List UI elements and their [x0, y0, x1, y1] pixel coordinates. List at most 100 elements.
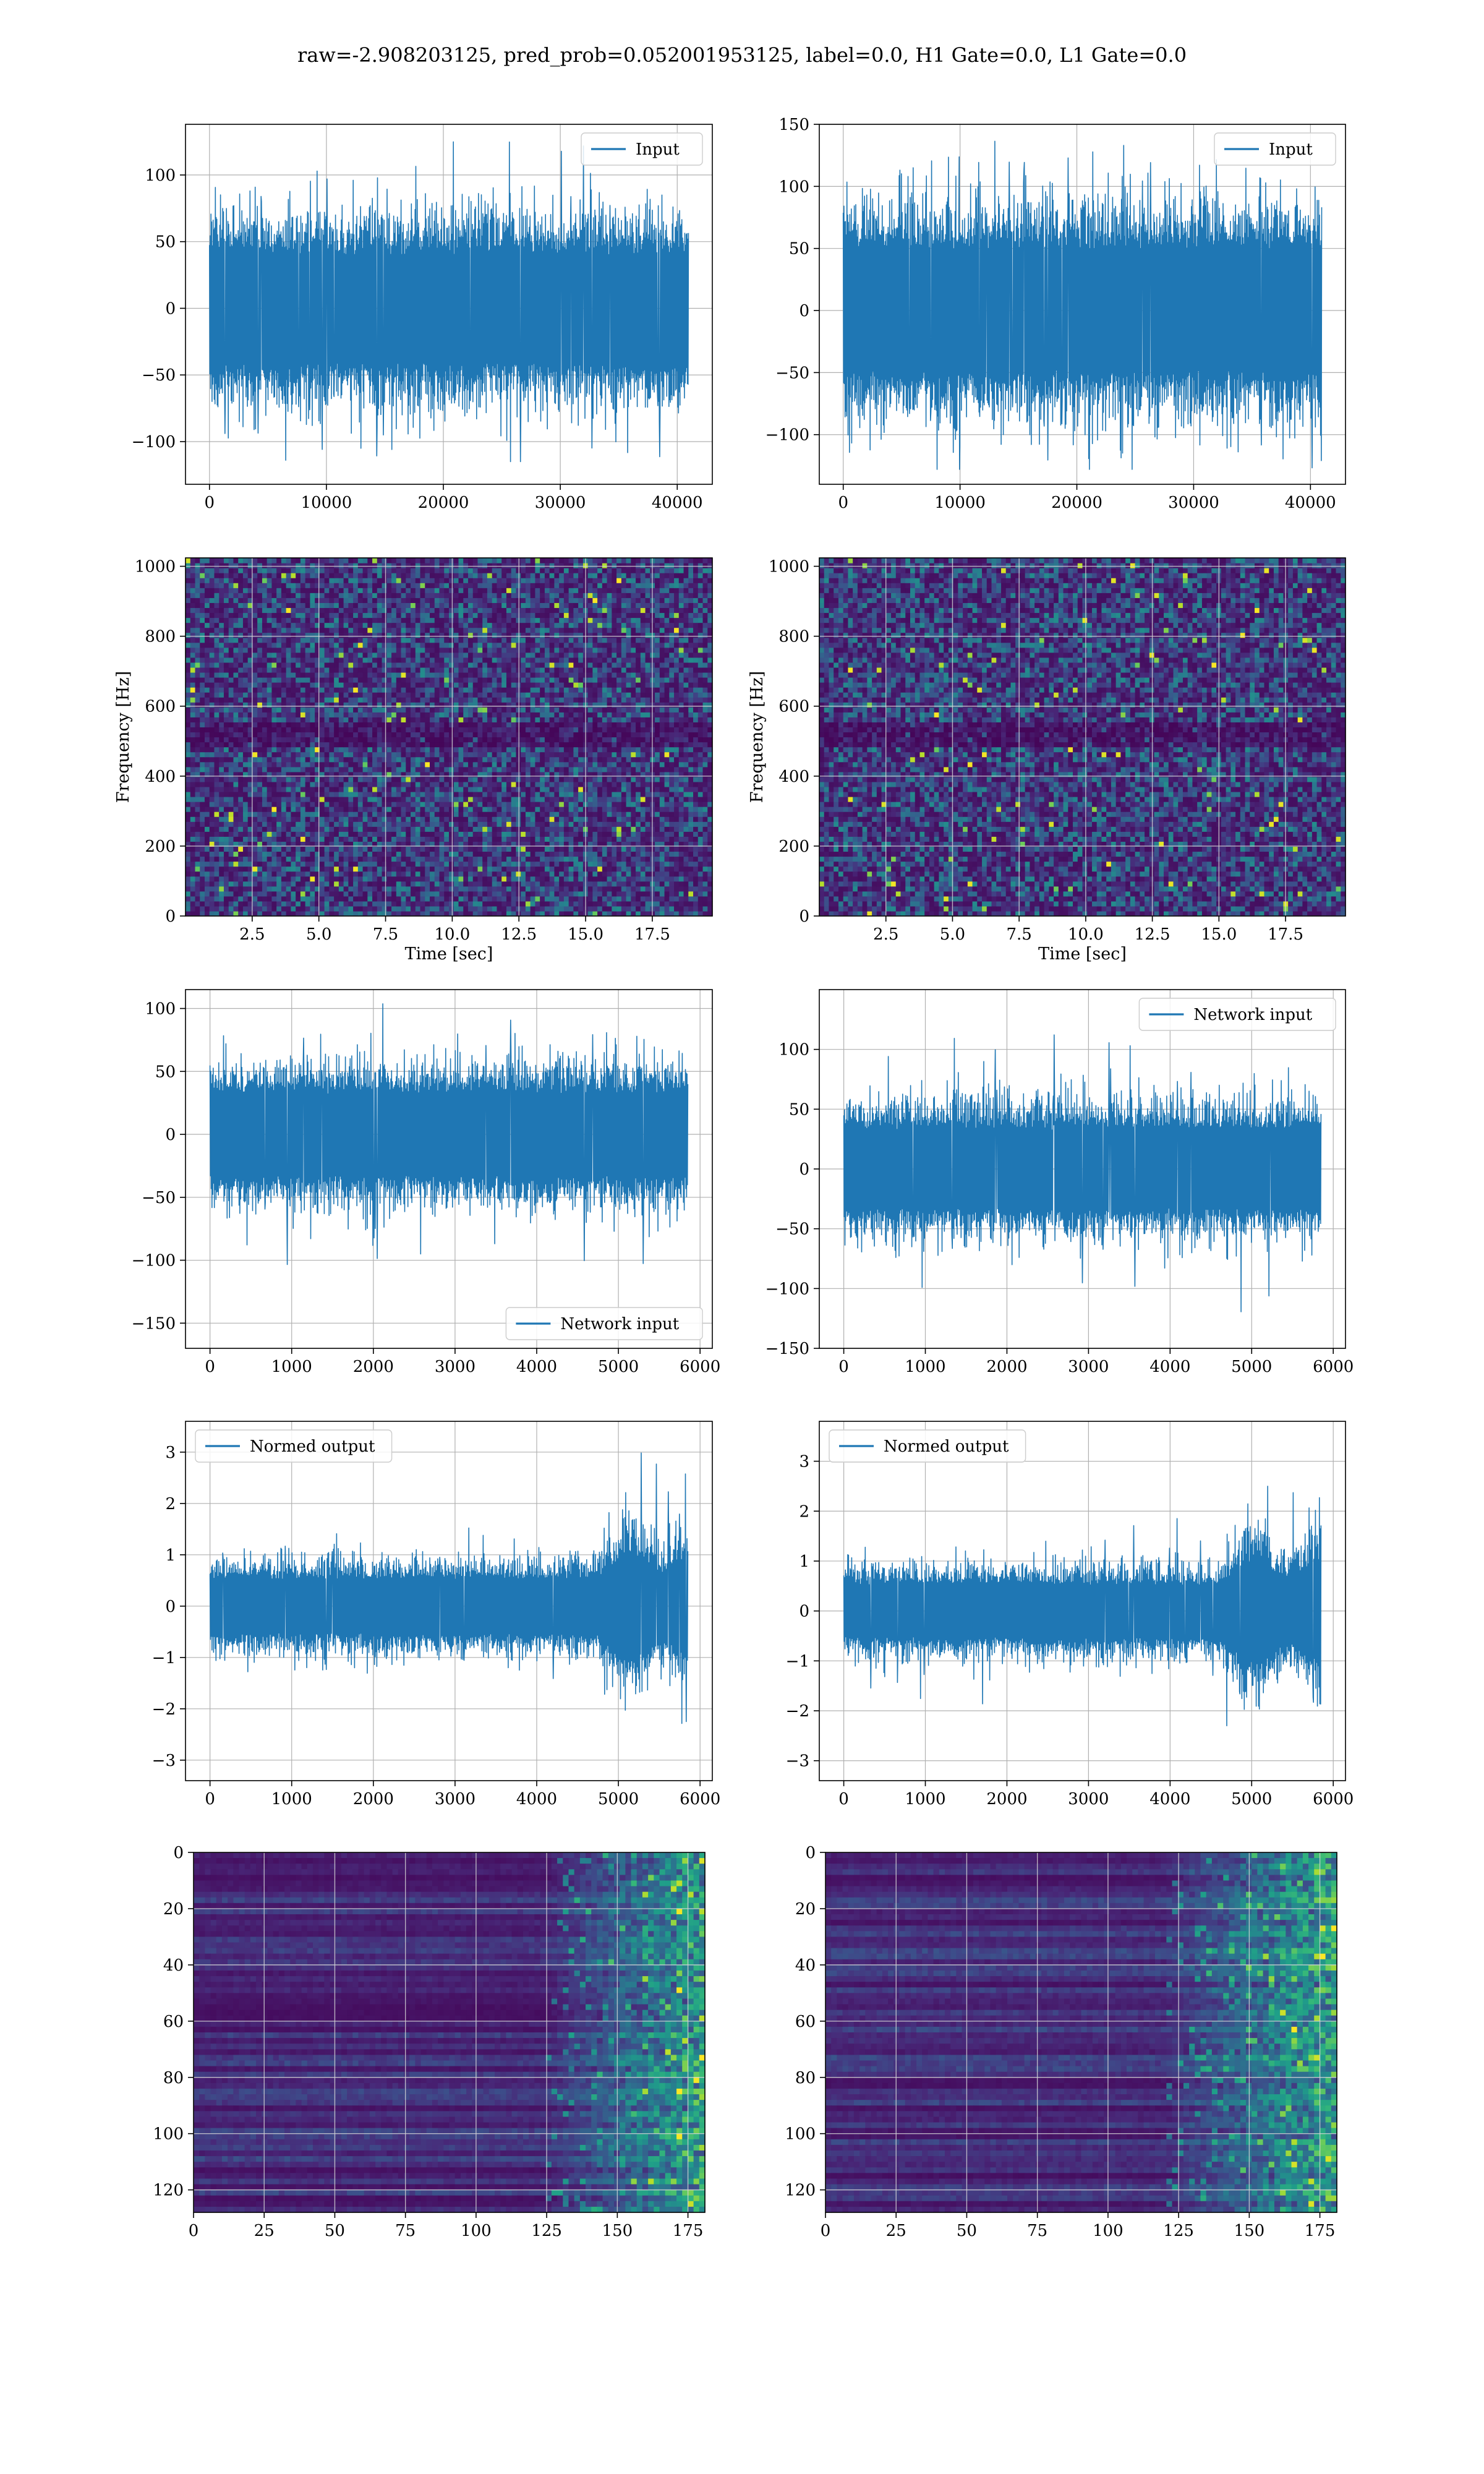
- h1-normed-output-ytick-label: 2: [165, 1495, 176, 1513]
- l1-network-input-xtick-label: 4000: [1149, 1358, 1190, 1376]
- h1-network-input-ytick-label: 50: [155, 1063, 176, 1081]
- l1-normed-output-ytick-label: −1: [786, 1652, 809, 1671]
- l1-normed-output-xtick-label: 0: [838, 1790, 849, 1808]
- l1-normed-output-xtick-label: 1000: [905, 1790, 945, 1808]
- h1-normed-output-series-line: [210, 1453, 688, 1723]
- h1-input-xtick-label: 20000: [418, 494, 469, 512]
- l1-network-input-xtick-label: 1000: [905, 1358, 945, 1376]
- h1-feature-map-ytick-label: 100: [153, 2125, 184, 2144]
- l1-spectrogram-ytick-label: 200: [778, 837, 809, 856]
- l1-feature-map-ytick-label: 100: [785, 2125, 816, 2144]
- l1-feature-map-ytick-label: 20: [795, 1900, 816, 1919]
- h1-input-ytick-label: −100: [132, 433, 176, 452]
- h1-input-series-line: [210, 142, 689, 461]
- h1-spectrogram-ytick-label: 400: [145, 768, 176, 786]
- l1-input-xtick-label: 10000: [934, 494, 986, 512]
- l1-feature-map-ytick-label: 80: [795, 2069, 816, 2087]
- h1-spectrogram-ytick-label: 200: [145, 837, 176, 856]
- l1-normed-output-ytick-label: 0: [799, 1603, 809, 1621]
- l1-input-series-line: [843, 141, 1322, 469]
- h1-normed-output-xtick-label: 2000: [353, 1790, 394, 1808]
- l1-normed-output-ytick-label: 1: [799, 1552, 809, 1571]
- h1-normed-output-legend: Normed output: [195, 1430, 392, 1462]
- h1-normed-output-xtick-label: 3000: [435, 1790, 475, 1808]
- l1-spectrogram-xtick-label: 12.5: [1135, 925, 1171, 944]
- l1-normed-output-xtick-label: 5000: [1231, 1790, 1272, 1808]
- h1-feature-map-xtick-label: 75: [395, 2222, 416, 2240]
- h1-input-ytick-label: 0: [165, 299, 176, 318]
- h1-normed-output-ytick-label: 1: [165, 1546, 176, 1565]
- l1-input-ytick-label: 150: [778, 116, 809, 134]
- l1-normed-output-xtick-label: 6000: [1313, 1790, 1354, 1808]
- l1-input-xtick-label: 0: [838, 494, 848, 512]
- l1-input-legend-label: Input: [1269, 140, 1313, 159]
- l1-network-input-xtick-label: 3000: [1068, 1358, 1109, 1376]
- l1-network-input-xtick-label: 5000: [1231, 1358, 1272, 1376]
- h1-normed-output-xtick-label: 6000: [680, 1790, 720, 1808]
- l1-network-input-ytick-label: −150: [765, 1340, 809, 1358]
- l1-input-legend: Input: [1214, 133, 1336, 165]
- l1-spectrogram-xtick-label: 7.5: [1006, 925, 1031, 944]
- h1-normed-output-legend-label: Normed output: [250, 1437, 375, 1456]
- h1-network-input-ytick-label: −50: [142, 1189, 176, 1207]
- h1-spectrogram-xlabel: Time [sec]: [405, 944, 493, 964]
- l1-normed-output-series-line: [844, 1486, 1321, 1726]
- h1-input-ytick-label: −50: [142, 366, 176, 385]
- h1-input-xtick-label: 10000: [301, 494, 352, 512]
- l1-network-input-series-line: [844, 1035, 1321, 1312]
- h1-normed-output-ytick-label: −2: [152, 1700, 176, 1719]
- l1-feature-map-ytick-label: 0: [805, 1844, 816, 1862]
- h1-network-input-xtick-label: 5000: [598, 1358, 639, 1376]
- h1-spectrogram-image: [186, 558, 713, 917]
- h1-network-input-xtick-label: 2000: [353, 1358, 394, 1376]
- h1-input-xtick-label: 0: [204, 494, 215, 512]
- l1-normed-output-xtick-label: 2000: [986, 1790, 1027, 1808]
- l1-feature-map-xtick-label: 125: [1163, 2222, 1194, 2240]
- h1-feature-map-xtick-label: 100: [461, 2222, 492, 2240]
- h1-network-input-xtick-label: 4000: [516, 1358, 557, 1376]
- h1-spectrogram-xtick-label: 7.5: [373, 925, 398, 944]
- l1-spectrogram-panel: 2.5 5.0 7.5 10.0 12.5 15.0 17.5020040060080010…: [748, 558, 1346, 964]
- h1-feature-map-ytick-label: 40: [163, 1956, 184, 1975]
- h1-feature-map-xtick-label: 125: [531, 2222, 562, 2240]
- l1-input-ytick-label: 50: [789, 240, 809, 259]
- h1-normed-output-xtick-label: 1000: [271, 1790, 312, 1808]
- h1-input-xtick-label: 40000: [652, 494, 703, 512]
- h1-network-input-xtick-label: 3000: [435, 1358, 475, 1376]
- h1-feature-map-ytick-label: 60: [163, 2013, 184, 2031]
- l1-spectrogram-xtick-label: 5.0: [940, 925, 965, 944]
- l1-spectrogram-ytick-label: 600: [778, 698, 809, 716]
- l1-spectrogram-image: [819, 558, 1346, 917]
- l1-feature-map-xtick-label: 175: [1305, 2222, 1336, 2240]
- l1-normed-output-ytick-label: −2: [786, 1702, 809, 1721]
- h1-spectrogram-ytick-label: 0: [165, 907, 176, 926]
- h1-feature-map-image: [194, 1852, 706, 2213]
- l1-spectrogram-xtick-label: 10.0: [1068, 925, 1104, 944]
- l1-feature-map-image: [825, 1852, 1337, 2213]
- h1-spectrogram-ytick-label: 600: [145, 698, 176, 716]
- h1-normed-output-ytick-label: 3: [165, 1444, 176, 1462]
- l1-network-input-ytick-label: 50: [789, 1100, 809, 1119]
- h1-network-input-legend: Network input: [506, 1308, 702, 1340]
- h1-spectrogram-xtick-label: 10.0: [434, 925, 470, 944]
- panels: 0 10000 20000 30000 40000−100−50050100Input0…: [114, 116, 1354, 2240]
- h1-spectrogram-panel: 2.5 5.0 7.5 10.0 12.5 15.0 17.5020040060080010…: [114, 558, 713, 964]
- h1-spectrogram-ylabel: Frequency [Hz]: [114, 671, 133, 803]
- h1-network-input-ytick-label: 100: [145, 1000, 176, 1019]
- h1-normed-output-ytick-label: −1: [152, 1649, 176, 1667]
- l1-spectrogram-ytick-label: 1000: [769, 558, 809, 576]
- l1-network-input-xtick-label: 0: [838, 1358, 849, 1376]
- h1-spectrogram-ytick-label: 800: [145, 628, 176, 646]
- h1-feature-map-ytick-label: 80: [163, 2069, 184, 2087]
- h1-spectrogram-xtick-label: 15.0: [568, 925, 603, 944]
- l1-feature-map-ytick-label: 40: [795, 1956, 816, 1975]
- h1-network-input-panel: 0 1000 2000 3000 4000 5000 6000−150−100−500501…: [132, 990, 721, 1376]
- h1-spectrogram-ytick-label: 1000: [135, 558, 176, 576]
- h1-spectrogram-xtick-label: 2.5: [239, 925, 265, 944]
- l1-normed-output-legend-label: Normed output: [884, 1437, 1009, 1456]
- l1-input-ytick-label: 100: [778, 178, 809, 196]
